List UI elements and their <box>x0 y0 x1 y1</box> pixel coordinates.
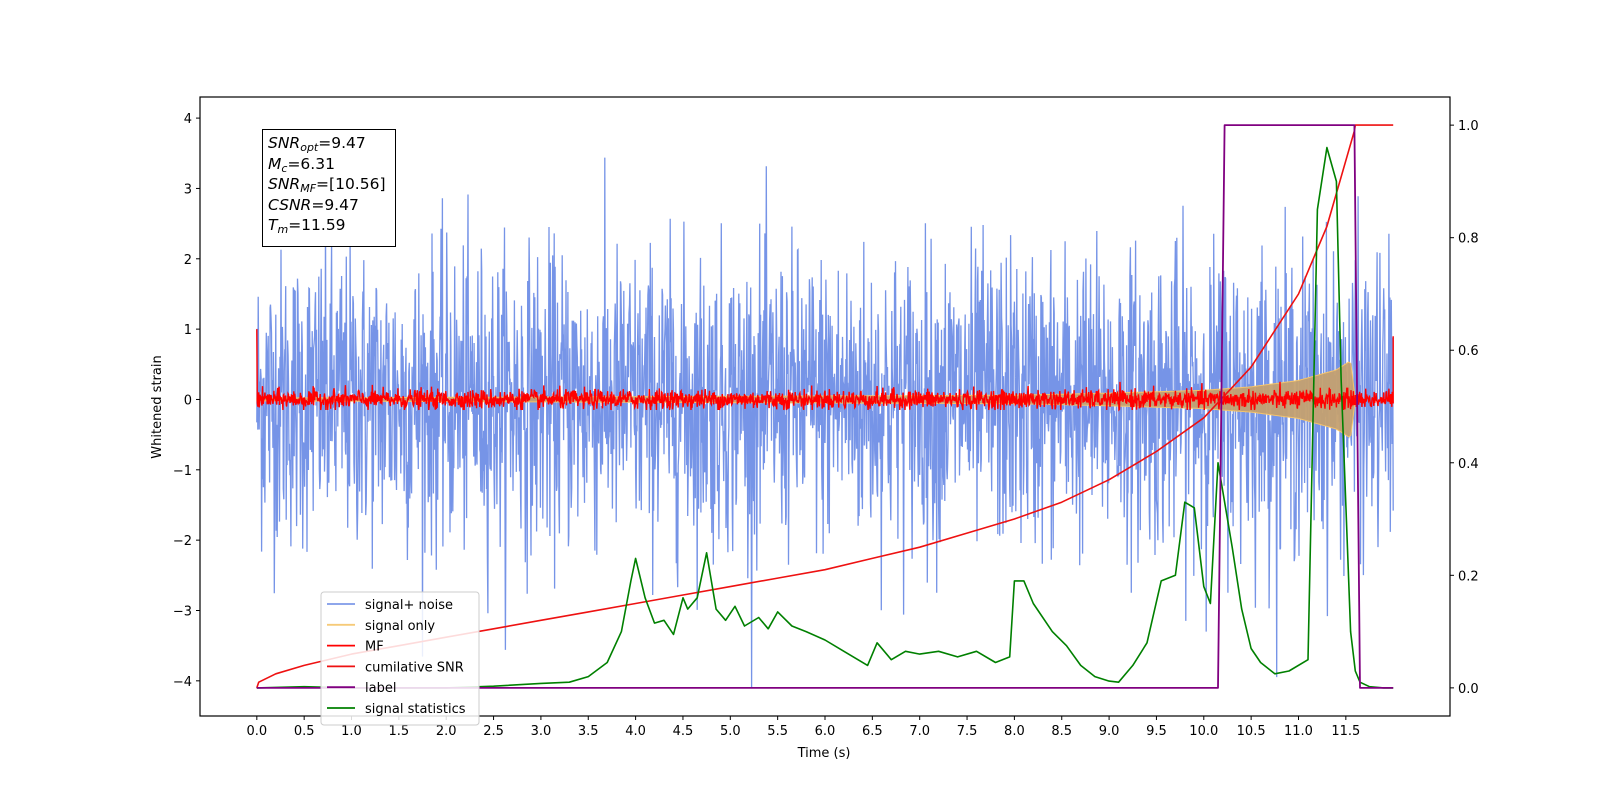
legend-label: signal statistics <box>365 702 466 717</box>
x-tick-label: 11.5 <box>1331 724 1360 739</box>
legend-label: signal+ noise <box>365 598 453 613</box>
x-tick-label: 1.0 <box>341 724 362 739</box>
y-tick-label: −4 <box>173 675 192 690</box>
legend-label: label <box>365 681 396 696</box>
x-tick-label: 8.5 <box>1051 724 1072 739</box>
x-tick-label: 0.5 <box>294 724 315 739</box>
series-signal-statistics <box>256 146 1394 689</box>
x-tick-label: 3.5 <box>578 724 599 739</box>
x-tick-label: 1.5 <box>389 724 410 739</box>
legend: signal+ noise signal only MF cumilative SNR… <box>320 591 480 726</box>
y-axis-right: 1.0 0.8 0.6 0.4 0.2 0.0 <box>1450 119 1479 697</box>
x-tick-label: 3.0 <box>531 724 552 739</box>
stat-snr-mf: SNRMF=[10.56] <box>268 175 386 196</box>
x-axis: 0.0 0.5 1.0 1.5 2.0 2.5 3.0 3.5 4.0 4.5 5.0 5.5 6.0 6… <box>246 716 1360 739</box>
series-mf <box>256 329 1394 412</box>
legend-label: MF <box>365 640 384 655</box>
stat-tm: Tm=11.59 <box>268 216 346 237</box>
series-layer <box>256 124 1394 689</box>
x-tick-label: 6.0 <box>815 724 836 739</box>
stat-snr-opt: SNRopt=9.47 <box>268 134 366 154</box>
x-tick-label: 5.0 <box>720 724 741 739</box>
x-tick-label: 10.5 <box>1237 724 1266 739</box>
y2-tick-label: 0.8 <box>1458 232 1479 247</box>
x-tick-label: 7.0 <box>909 724 930 739</box>
y-tick-label: 1 <box>184 323 192 338</box>
x-tick-label: 9.5 <box>1146 724 1167 739</box>
y-tick-label: −2 <box>173 534 192 549</box>
y2-tick-label: 0.2 <box>1458 569 1479 584</box>
y2-tick-label: 0.6 <box>1458 344 1479 359</box>
legend-box <box>320 591 480 726</box>
x-axis-label: Time (s) <box>797 746 851 761</box>
x-tick-label: 2.5 <box>483 724 504 739</box>
x-tick-label: 9.0 <box>1099 724 1120 739</box>
x-tick-label: 5.5 <box>767 724 788 739</box>
y2-tick-label: 0.4 <box>1458 457 1479 472</box>
y2-tick-label: 0.0 <box>1458 682 1479 697</box>
y-tick-label: 0 <box>184 393 192 408</box>
legend-label: signal only <box>365 619 435 634</box>
x-tick-label: 4.5 <box>673 724 694 739</box>
x-tick-label: 0.0 <box>246 724 267 739</box>
stat-csnr: CSNR=9.47 <box>268 195 359 214</box>
y-tick-label: 4 <box>184 112 192 127</box>
x-tick-label: 2.0 <box>436 724 457 739</box>
y-axis-left: 4 3 2 1 0 −1 −2 −3 −4 <box>173 112 200 690</box>
x-tick-label: 6.5 <box>862 724 883 739</box>
y-axis-label: Whitened strain <box>150 355 165 458</box>
series-label <box>256 124 1394 689</box>
legend-label: cumilative SNR <box>365 660 464 675</box>
stat-mc: Mc=6.31 <box>268 154 335 175</box>
stats-box: SNRopt=9.47 Mc=6.31 SNRMF=[10.56] CSNR=9… <box>262 129 396 247</box>
x-tick-label: 4.0 <box>625 724 646 739</box>
y2-tick-label: 1.0 <box>1458 119 1479 134</box>
x-tick-label: 11.0 <box>1284 724 1313 739</box>
series-signal-noise <box>256 157 1394 688</box>
x-tick-label: 8.0 <box>1004 724 1025 739</box>
x-tick-label: 7.5 <box>957 724 978 739</box>
y-tick-label: 2 <box>184 253 192 268</box>
y-tick-label: −1 <box>173 464 192 479</box>
x-tick-label: 10.0 <box>1189 724 1218 739</box>
y-tick-label: −3 <box>173 604 192 619</box>
y-tick-label: 3 <box>184 182 192 197</box>
